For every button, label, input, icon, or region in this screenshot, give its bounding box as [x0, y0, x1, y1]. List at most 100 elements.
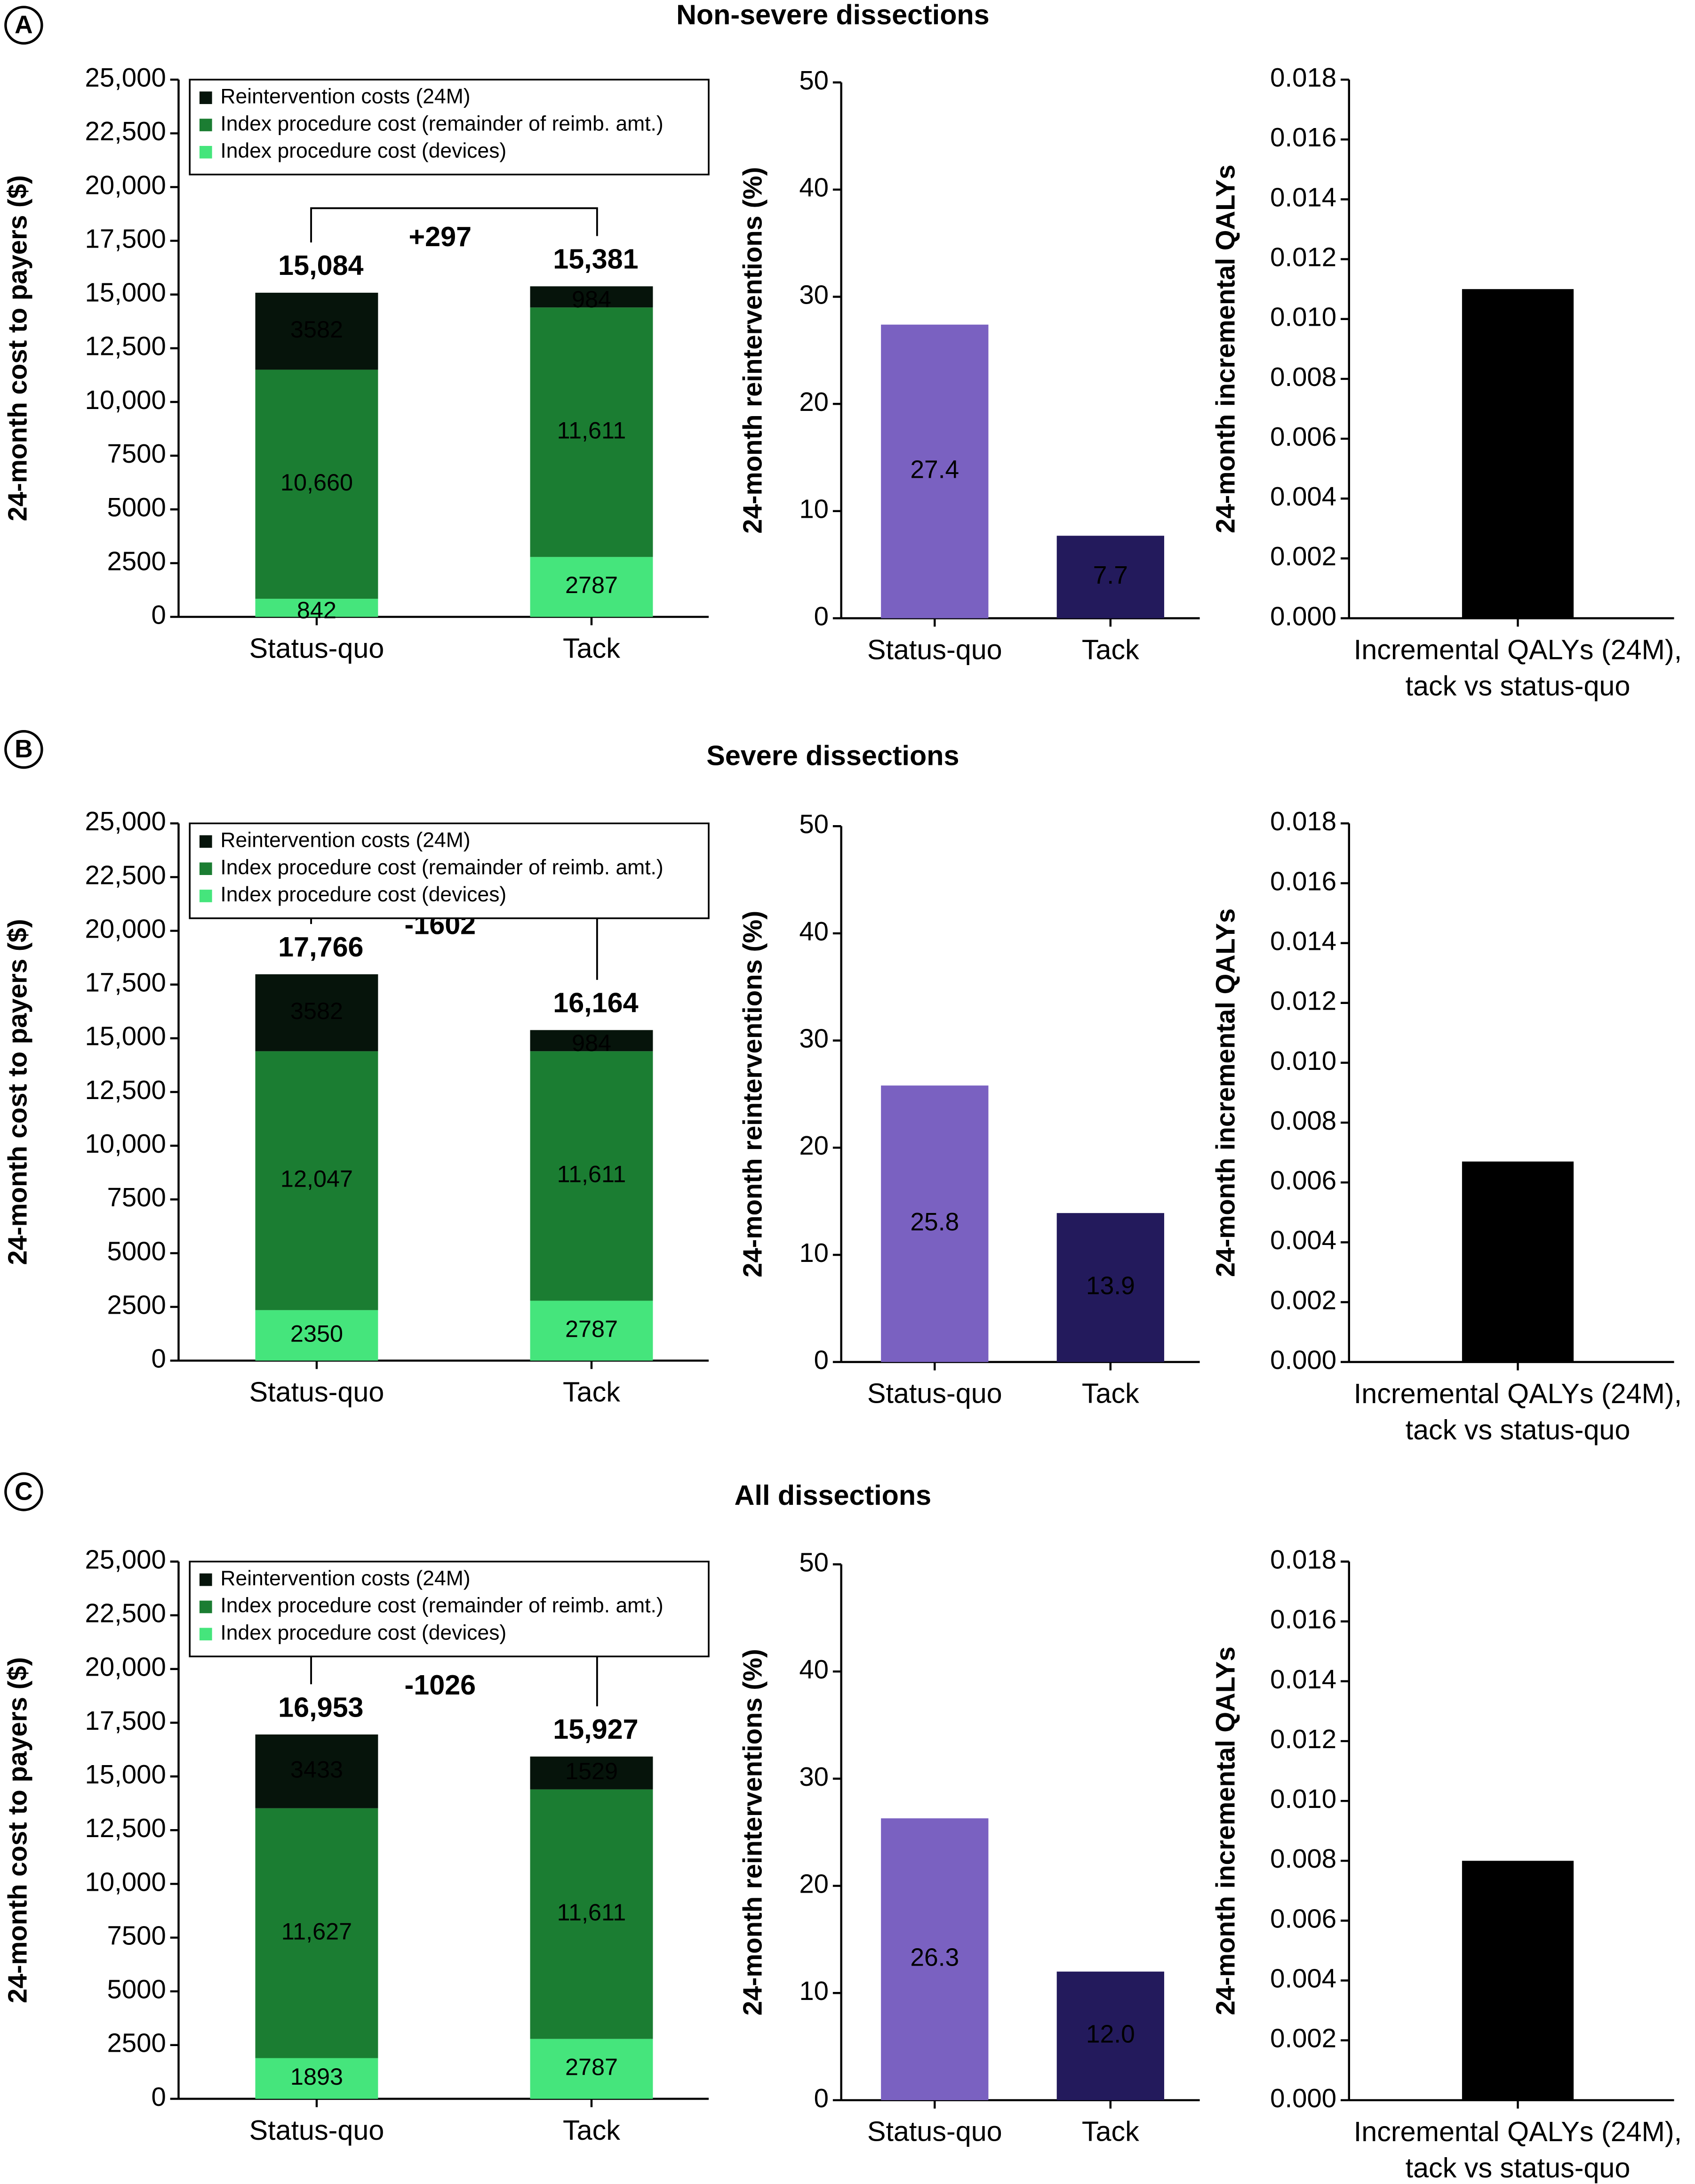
y-tick-label: 0.016	[1270, 122, 1336, 152]
legend-swatch	[199, 1600, 212, 1614]
difference-label: -1026	[405, 1669, 476, 1701]
y-tick-label: 0	[814, 601, 829, 631]
legend-label: Index procedure cost (remainder of reimb…	[220, 112, 663, 135]
x-tick-label: Status-quo	[867, 634, 1002, 665]
legend-label: Index procedure cost (devices)	[220, 139, 506, 162]
y-tick-label: 0.012	[1270, 986, 1336, 1016]
y-tick-label: 0.014	[1270, 182, 1336, 212]
y-axis-label: 24-month cost to payers ($)	[2, 175, 32, 521]
y-axis-label: 24-month cost to payers ($)	[2, 919, 32, 1265]
y-tick-label: 0.018	[1270, 806, 1336, 836]
y-tick-label: 7500	[107, 439, 166, 468]
value-label: 13.9	[1086, 1272, 1135, 1300]
y-tick-label: 0.012	[1270, 242, 1336, 272]
y-tick-label: 0.008	[1270, 362, 1336, 392]
y-tick-label: 0.018	[1270, 63, 1336, 92]
x-tick-line: Incremental QALYs (24M),	[1354, 1377, 1682, 1409]
x-tick-line: Incremental QALYs (24M),	[1354, 634, 1682, 665]
legend-box	[189, 822, 710, 919]
y-tick-label: 10,000	[85, 1129, 166, 1158]
value-label: 10,660	[280, 469, 353, 496]
bar-segment	[530, 2039, 653, 2099]
y-tick-label: 40	[799, 173, 829, 202]
y-tick-label: 0	[151, 2082, 166, 2112]
value-label: 11,611	[557, 1899, 626, 1926]
x-tick-label: Tack	[563, 2114, 620, 2146]
y-tick-label: 17,500	[85, 1706, 166, 1735]
total-label: 15,381	[553, 243, 638, 275]
value-label: 2787	[565, 571, 618, 598]
y-tick-label: 30	[799, 1023, 829, 1053]
value-label: 842	[297, 597, 336, 624]
value-label: 12.0	[1086, 2020, 1135, 2048]
total-label: 15,084	[278, 249, 363, 281]
value-label: 11,611	[557, 1161, 626, 1188]
y-tick-label: 20	[799, 1131, 829, 1160]
value-label: 984	[572, 286, 611, 313]
y-tick-label: 0.010	[1270, 302, 1336, 332]
panel-title: Non-severe dissections	[676, 0, 990, 30]
legend-swatch	[199, 119, 212, 131]
bar	[1056, 1971, 1164, 2100]
y-tick-label: 0.000	[1270, 1345, 1336, 1375]
y-axis-label: 24-month reinterventions (%)	[738, 911, 768, 1277]
bar-segment	[255, 974, 378, 1052]
y-tick-label: 0.004	[1270, 1964, 1336, 1993]
legend-swatch	[199, 862, 212, 875]
value-label: 3582	[290, 316, 343, 343]
legend-label: Reintervention costs (24M)	[220, 85, 470, 108]
y-tick-label: 15,000	[85, 278, 166, 307]
x-tick-label: Incremental QALYs (24M), tack vs status-q…	[1354, 2116, 1682, 2184]
y-tick-label: 22,500	[85, 1598, 166, 1628]
bar	[1056, 1213, 1164, 1362]
panel-label: A	[15, 11, 33, 39]
y-tick-label: 0.014	[1270, 1664, 1336, 1694]
y-tick-label: 40	[799, 916, 829, 946]
bar-segment	[530, 286, 653, 308]
bar	[1056, 536, 1164, 618]
value-label: 0.0080	[1479, 1965, 1556, 1993]
y-tick-label: 22,500	[85, 860, 166, 890]
value-label: 26.3	[910, 1944, 959, 1972]
bar-segment	[255, 1051, 378, 1310]
panel-title: All dissections	[735, 1479, 931, 1511]
bar	[1462, 1861, 1574, 2100]
x-tick-label: Incremental QALYs (24M), tack vs status-q…	[1354, 1377, 1682, 1445]
bar-segment	[530, 1051, 653, 1301]
y-axis-label: 24-month reinterventions (%)	[738, 167, 768, 534]
difference-bracket	[310, 207, 598, 243]
y-tick-label: 17,500	[85, 968, 166, 997]
x-tick-label: Status-quo	[249, 632, 384, 664]
y-axis-label: 24-month incremental QALYs	[1211, 1646, 1240, 2015]
y-tick-label: 7500	[107, 1182, 166, 1212]
x-tick-line: tack vs status-quo	[1406, 2152, 1631, 2184]
legend-swatch	[199, 835, 212, 848]
y-tick-label: 30	[799, 1762, 829, 1791]
y-tick-label: 10	[799, 1238, 829, 1268]
bar-segment	[255, 292, 378, 370]
y-tick-label: 20	[799, 387, 829, 417]
bar-segment	[255, 2058, 378, 2099]
value-label: 11,627	[281, 1918, 352, 1944]
value-label: 27.4	[910, 456, 959, 484]
value-label: 2350	[290, 1320, 343, 1347]
legend-swatch	[199, 1573, 212, 1586]
bar-segment	[255, 1734, 378, 1808]
x-tick-label: Status-quo	[249, 1376, 384, 1407]
legend-label: Index procedure cost (remainder of reimb…	[220, 1594, 663, 1617]
value-label: 1529	[565, 1758, 618, 1784]
bar-segment	[255, 599, 378, 617]
y-tick-label: 15,000	[85, 1021, 166, 1051]
bar	[1462, 289, 1574, 618]
value-label: 3433	[290, 1756, 343, 1783]
panel-title: Severe dissections	[706, 740, 959, 771]
y-tick-label: 0.002	[1270, 1285, 1336, 1315]
x-tick-label: Status-quo	[249, 2114, 384, 2146]
y-tick-label: 2500	[107, 2028, 166, 2058]
y-tick-label: 7500	[107, 1920, 166, 1950]
x-tick-label: Tack	[1082, 634, 1139, 665]
y-tick-label: 17,500	[85, 224, 166, 253]
bar-segment	[530, 1789, 653, 2039]
legend-box	[189, 1560, 710, 1657]
